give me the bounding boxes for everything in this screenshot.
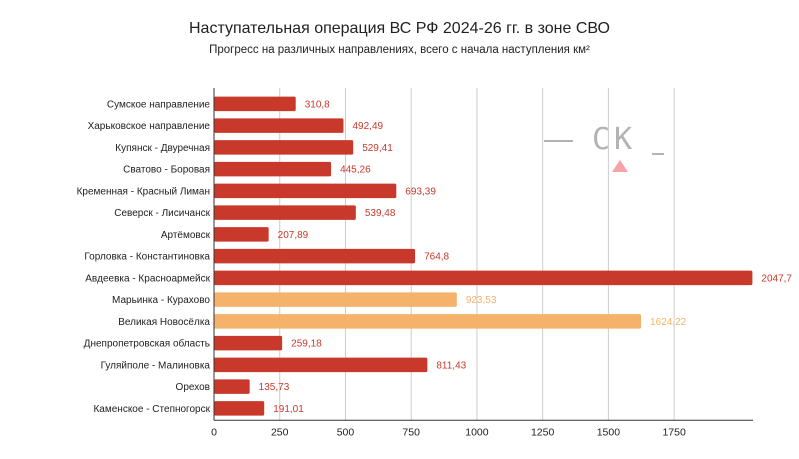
bar — [214, 227, 269, 242]
bar — [214, 161, 332, 177]
value-label: 207,89 — [278, 230, 309, 241]
x-tick-label: 500 — [337, 426, 355, 438]
category-label: Северск - Лисичанск — [114, 208, 210, 219]
category-labels: Сумское направление Харьковское направлен… — [77, 99, 211, 415]
bars — [214, 96, 753, 416]
bar — [214, 96, 296, 112]
bar — [214, 140, 354, 155]
category-label: Орехов — [176, 382, 210, 393]
value-label: 529,41 — [362, 143, 393, 154]
category-label: Сумское направление — [107, 99, 211, 110]
category-label: Гуляйполе - Малиновка — [101, 360, 211, 371]
category-label: Купянск - Двуречная — [115, 143, 210, 154]
x-axis: 0 250 500 750 1000 1250 1500 1750 — [211, 88, 753, 438]
bar — [214, 183, 397, 199]
category-label: Кременная - Красный Лиман — [77, 186, 210, 197]
category-label: Марьинка - Курахово — [112, 295, 210, 306]
value-label: 2047,7 — [761, 273, 792, 284]
category-label: Горловка - Константиновка — [84, 252, 210, 263]
bar — [214, 401, 265, 416]
x-tick-label: 0 — [211, 426, 217, 438]
x-tick-label: 750 — [402, 426, 420, 438]
bar — [214, 357, 428, 373]
value-label: 923,53 — [466, 295, 497, 306]
category-label: Харьковское направление — [88, 121, 211, 132]
value-label: 445,26 — [340, 165, 371, 176]
value-label: 191,01 — [273, 404, 304, 415]
x-tick-label: 1000 — [465, 426, 489, 438]
value-label: 539,48 — [365, 208, 396, 219]
bar — [214, 379, 250, 394]
value-label: 693,39 — [405, 186, 436, 197]
value-labels: 310,8 492,49 529,41 445,26 693,39 539,48 207,8… — [259, 99, 793, 415]
category-label: Авдеевка - Красноармейск — [85, 273, 210, 284]
watermark-text: СК — [592, 122, 636, 157]
value-label: 811,43 — [436, 360, 466, 371]
bar — [214, 292, 457, 307]
value-label: 135,73 — [259, 382, 290, 393]
bar — [214, 335, 283, 351]
category-label: Артёмовск — [161, 230, 211, 241]
x-tick-label: 1500 — [597, 426, 621, 438]
x-tick-label: 1250 — [531, 426, 555, 438]
value-label: 310,8 — [305, 99, 330, 110]
watermark-logo: СК — [544, 122, 664, 172]
bar — [214, 270, 753, 286]
bar — [214, 248, 416, 264]
chart-title: Наступательная операция ВС РФ 2024-26 гг… — [188, 20, 610, 37]
bar — [214, 205, 356, 220]
chart-subtitle: Прогресс на различных направлениях, всег… — [209, 44, 590, 56]
value-label: 764,8 — [424, 252, 449, 263]
category-label: Каменское - Степногорск — [93, 404, 210, 415]
watermark-triangle-icon — [612, 160, 628, 172]
bar — [214, 314, 642, 329]
value-label: 259,18 — [291, 339, 322, 350]
category-label: Сватово - Боровая — [123, 165, 210, 176]
bar — [214, 118, 344, 133]
category-label: Днепропетровская область — [84, 338, 210, 350]
value-label: 1624,22 — [650, 317, 687, 328]
x-tick-label: 1750 — [662, 426, 686, 438]
x-tick-label: 250 — [271, 426, 289, 438]
value-label: 492,49 — [352, 121, 383, 132]
category-label: Великая Новосёлка — [118, 317, 210, 328]
